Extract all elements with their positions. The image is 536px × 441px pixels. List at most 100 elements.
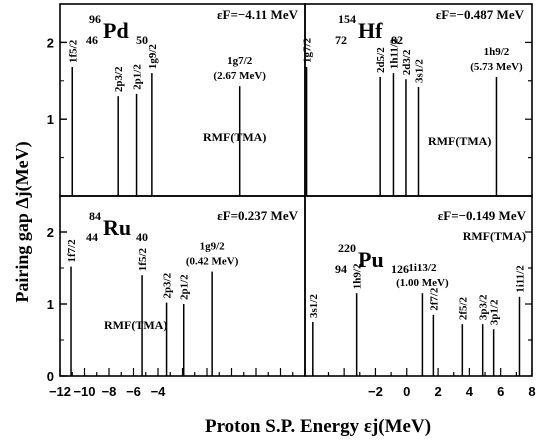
level-label: 1f5/2: [67, 39, 79, 63]
model-label: RMF(TMA): [203, 130, 266, 144]
level-label: 2f5/2: [457, 296, 469, 320]
level-label-group: 3s1/2: [414, 59, 426, 83]
level-label-group: 1h11/2: [388, 38, 400, 69]
x-tick-label: 0: [403, 384, 410, 399]
level-label: 1g7/2: [302, 37, 314, 63]
nucleus-charge: 72: [335, 33, 347, 47]
nucleus-title: 84 44 Ru 40: [86, 209, 148, 244]
level-label-group: 1f5/2: [67, 39, 79, 63]
nucleus-charge: 44: [86, 230, 98, 244]
x-tick-label: −12: [49, 384, 71, 399]
level-label-group: 2p1/2: [179, 274, 191, 300]
level-label: 1i11/2: [514, 265, 526, 293]
level-energy-note: (1.00 MeV): [396, 277, 449, 289]
level-label: 1g9/2: [147, 44, 159, 70]
x-tick-label: −6: [126, 384, 141, 399]
nucleus-title: 154 72 Hf 82: [335, 12, 403, 47]
level-label: 1h9/2: [484, 46, 510, 58]
fermi-energy: εF=−0.149 MeV: [438, 208, 527, 223]
level-label-group: 3s1/2: [308, 294, 320, 318]
nucleus-symbol: Pu: [358, 247, 384, 272]
level-label: 2p1/2: [179, 274, 191, 300]
nucleus-mass: 154: [338, 12, 356, 26]
nucleus-symbol: Ru: [103, 215, 131, 240]
level-label: 3p1/2: [489, 299, 501, 325]
level-label: 3p3/2: [478, 294, 490, 320]
nucleus-charge: 46: [86, 33, 98, 47]
nucleus-charge: 94: [335, 262, 347, 276]
fermi-energy: εF=−4.11 MeV: [217, 7, 299, 22]
x-axis-label: Proton S.P. Energy εj(MeV): [205, 416, 431, 437]
panel-bottom-right: 3s1/2 1h9/2 1i13/2 (1.00 MeV)2f7/2 2f5/2 3p3/…: [304, 195, 533, 377]
model-label: RMF(TMA): [463, 229, 526, 243]
nucleus-title: 220 94 Pu 126: [335, 241, 409, 276]
level-energy-note: (2.67 MeV): [213, 70, 266, 82]
level-label: 1i13/2: [408, 262, 437, 274]
x-tick-label: 4: [466, 384, 474, 399]
level-label-group: 1g9/2: [147, 44, 159, 70]
y-tick-label: 2: [47, 35, 54, 50]
level-label: 1h11/2: [388, 38, 400, 69]
x-tick-label: −2: [368, 384, 383, 399]
level-label-group: 1i11/2: [514, 265, 526, 293]
level-label-group: 1f7/2: [66, 239, 78, 263]
x-tick-label: 8: [528, 384, 535, 399]
y-tick-label: 2: [47, 225, 54, 240]
y-tick-label: 1: [47, 297, 54, 312]
x-tick-label: −10: [73, 384, 95, 399]
nucleus-neutrons: 40: [136, 230, 148, 244]
level-label-group: 2p3/2: [113, 66, 125, 92]
level-label: 2d5/2: [375, 47, 387, 73]
nucleus-neutrons: 82: [391, 33, 403, 47]
level-label: 3s1/2: [308, 294, 320, 318]
panel-bottom-left: 2 1 0 1f7/2 1f5/2 2p3/2 2p1/2 1g9/2 (0.42 MeV) 84…: [47, 195, 306, 384]
nucleus-mass: 84: [89, 209, 101, 223]
fermi-energy: εF=−0.487 MeV: [436, 7, 525, 22]
x-tick-label: 2: [434, 384, 441, 399]
level-label: 2p1/2: [132, 64, 144, 90]
level-label-group: 1g7/2: [302, 37, 314, 63]
level-label: 1g9/2: [200, 241, 226, 253]
nucleus-neutrons: 126: [391, 262, 409, 276]
level-label: 2p3/2: [113, 66, 125, 92]
level-label-group: 2d5/2: [375, 47, 387, 73]
nucleus-neutrons: 50: [136, 33, 148, 47]
level-label: 1h9/2: [352, 263, 364, 289]
level-label-group: 2f5/2: [457, 296, 469, 320]
level-label-group: 2p3/2: [162, 272, 174, 298]
nucleus-symbol: Pd: [103, 18, 129, 43]
fermi-energy: εF=0.237 MeV: [217, 208, 298, 223]
level-label: 1g7/2: [227, 55, 253, 67]
panel-top-right: 1g7/2 2d5/2 1h11/2 2d3/2 3s1/2 1h9/2 (5.73 MeV…: [302, 3, 533, 197]
level-label-group: 3p1/2: [489, 299, 501, 325]
y-axis-label: Pairing gap Δj(MeV): [12, 141, 33, 302]
level-label-group: 2d3/2: [401, 49, 413, 75]
y-tick-label: 1: [47, 112, 54, 127]
x-tick-label: −8: [102, 384, 117, 399]
level-energy-note: (0.42 MeV): [186, 256, 239, 268]
nucleus-mass: 220: [338, 241, 356, 255]
level-label-group: 3p3/2: [478, 294, 490, 320]
level-energy-note: (5.73 MeV): [470, 61, 523, 73]
nucleus-symbol: Hf: [358, 18, 383, 43]
x-tick-label: −4: [151, 384, 167, 399]
level-label-group: 2f7/2: [428, 287, 440, 311]
panel-frame: [304, 195, 533, 377]
nucleus-mass: 96: [89, 12, 101, 26]
level-label: 1f7/2: [66, 239, 78, 263]
level-label: 3s1/2: [414, 59, 426, 83]
model-label: RMF(TMA): [428, 134, 491, 148]
level-label: 2p3/2: [162, 272, 174, 298]
x-tick-label: 6: [497, 384, 504, 399]
model-label: RMF(TMA): [104, 318, 167, 332]
level-label-group: 1h9/2: [352, 263, 364, 289]
nucleus-title: 96 46 Pd 50: [86, 12, 148, 47]
level-label-group: 2p1/2: [132, 64, 144, 90]
level-label: 1f5/2: [137, 247, 149, 271]
level-label: 2d3/2: [401, 49, 413, 75]
level-label: 2f7/2: [428, 287, 440, 311]
y-tick-label: 0: [47, 369, 54, 384]
